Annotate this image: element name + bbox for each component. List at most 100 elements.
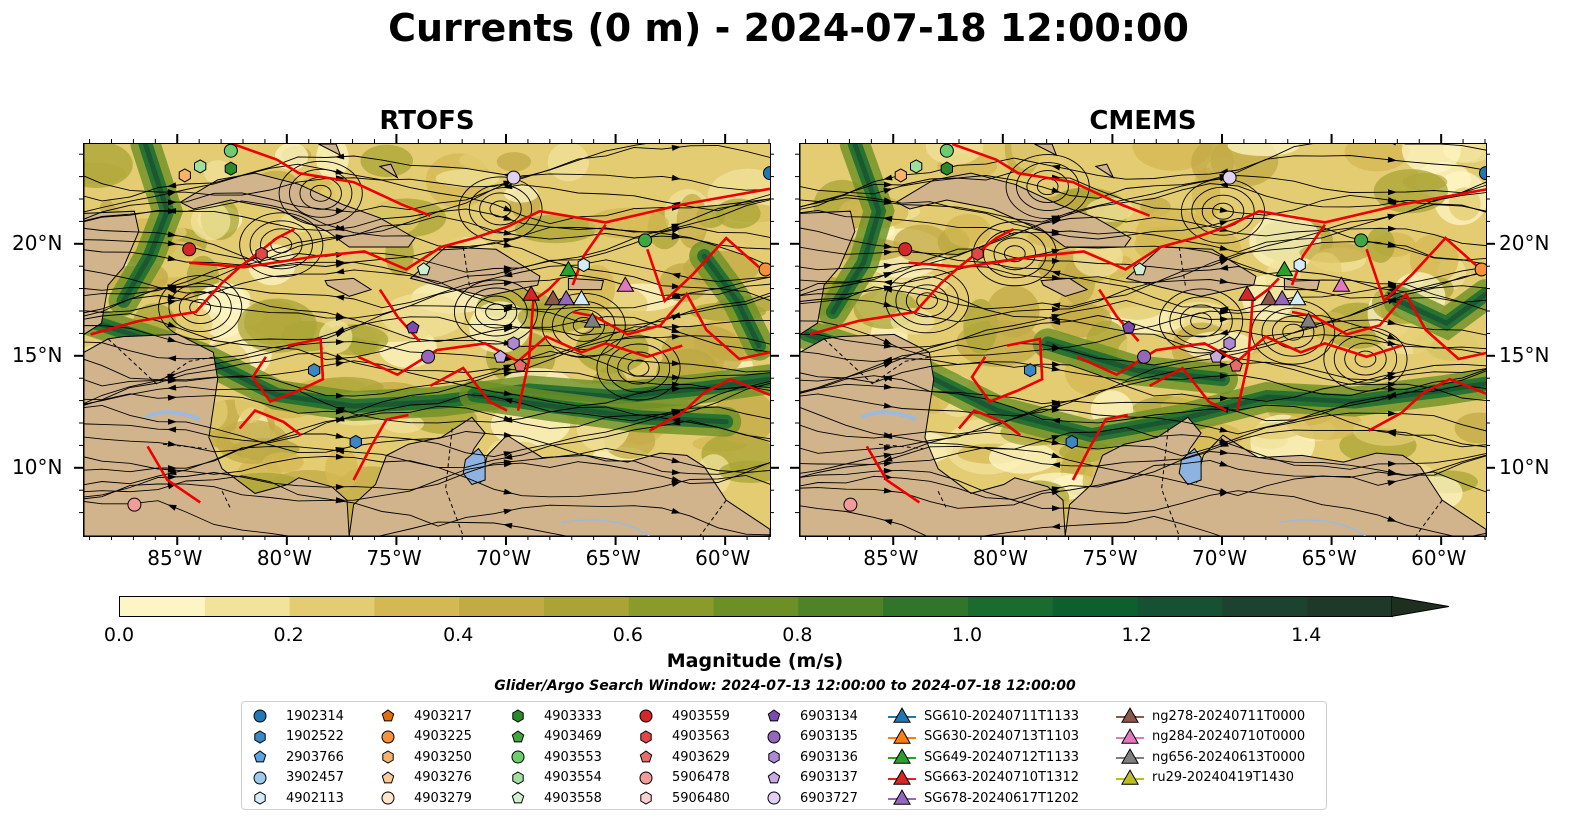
current-band-core — [804, 331, 1486, 438]
eddy-streamline — [189, 299, 212, 316]
legend-marker — [511, 730, 525, 743]
eddy-streamline — [885, 268, 970, 334]
eez-boundary-line — [90, 227, 295, 336]
streamline-arrow — [883, 460, 893, 467]
streamline-arrow — [335, 268, 345, 275]
lon-tick-label: 60°W — [1411, 546, 1467, 570]
map-panel-cmems[interactable] — [799, 143, 1487, 537]
legend-marker-circle — [767, 730, 781, 744]
colorbar-segment — [120, 597, 206, 616]
streamline — [800, 319, 1486, 382]
legend-marker-pentagon — [381, 709, 395, 722]
legend-item: 4903558 — [510, 788, 602, 809]
streamline-arrow — [503, 390, 513, 397]
eddy-streamline — [1005, 154, 1090, 220]
platform-marker — [1222, 170, 1237, 185]
legend-marker — [768, 750, 780, 764]
streamline — [84, 295, 770, 360]
eddy-streamline — [1026, 170, 1069, 204]
streamline — [84, 274, 770, 319]
magnitude-patch — [661, 324, 745, 380]
lat-tick-label: 20°N — [1499, 230, 1550, 255]
streamline-arrow — [335, 331, 345, 338]
streamline-arrow — [1219, 490, 1229, 497]
streamline — [800, 334, 1486, 393]
legend-item: ng656-20240613T0000 — [1116, 747, 1305, 768]
lon-tick-label: 65°W — [585, 546, 641, 570]
eez-boundary-line — [1368, 377, 1486, 432]
streamline — [84, 175, 770, 225]
platform-marker — [1238, 285, 1257, 301]
streamline-arrow — [167, 208, 177, 214]
legend-label: 3902457 — [286, 770, 344, 786]
magnitude-patch — [262, 452, 304, 473]
magnitude-patch — [1227, 144, 1300, 157]
legend-marker — [639, 750, 653, 763]
streamline-arrow — [1387, 156, 1397, 163]
streamline-arrow — [335, 484, 345, 490]
magnitude-patch — [316, 144, 349, 180]
land-bahamas2 — [378, 163, 399, 179]
streamline-arrow — [883, 243, 893, 250]
lon-tick-label: 85°W — [147, 546, 203, 570]
magnitude-patch — [504, 184, 539, 203]
legend-item: 3902457 — [252, 768, 344, 789]
river — [1277, 519, 1366, 536]
legend-marker — [1116, 768, 1144, 785]
legend-item: 5906480 — [638, 788, 730, 809]
platform-marker — [1354, 233, 1369, 248]
legend-marker-circle — [381, 791, 395, 805]
streamline-arrow — [335, 225, 345, 232]
streamline-arrow — [1051, 306, 1061, 313]
legend-label: 4903276 — [414, 770, 472, 786]
eddy-streamline — [485, 303, 507, 321]
platform-marker — [308, 363, 321, 378]
map-panel-rtofs[interactable] — [83, 143, 771, 537]
streamline-arrow — [167, 284, 177, 291]
legend-label: 4903279 — [414, 790, 472, 806]
streamline-arrow — [883, 215, 893, 222]
legend-marker-circle — [511, 750, 525, 764]
legend-marker-hexagon — [254, 791, 266, 805]
streamline — [800, 175, 1486, 223]
legend-column: 4903333 4903469 4903553 4903554 4903558 — [510, 706, 602, 809]
streamline-arrow — [1387, 242, 1397, 248]
legend-marker-hexagon — [512, 771, 524, 785]
legend-marker — [1116, 707, 1144, 723]
legend-marker — [888, 727, 916, 744]
land-jamaica — [324, 277, 373, 297]
figure-title: Currents (0 m) - 2024-07-18 12:00:00 — [388, 6, 1189, 50]
magnitude-patch — [1307, 252, 1342, 289]
legend-label: 1902314 — [286, 708, 344, 724]
colorbar-tick-label: 0.0 — [103, 624, 135, 646]
streamline — [84, 200, 770, 267]
platform-marker — [1223, 336, 1236, 351]
streamline-arrow — [503, 398, 513, 404]
legend-marker — [639, 771, 653, 785]
panel-title-rtofs: RTOFS — [379, 106, 475, 136]
platform-marker — [513, 358, 527, 372]
streamline-arrow — [1051, 417, 1061, 424]
streamline-arrow — [1219, 308, 1229, 315]
streamline-arrow — [503, 323, 513, 330]
streamline-arrow — [1387, 297, 1397, 303]
legend-marker — [639, 709, 653, 723]
streamline-arrow — [671, 374, 681, 381]
streamline-arrow — [671, 333, 681, 340]
eddy-streamline — [1344, 342, 1387, 376]
streamline-arrow — [335, 432, 345, 439]
eddy-streamline — [905, 284, 949, 318]
colorbar-segment — [1222, 597, 1308, 616]
legend-label: 4903558 — [544, 790, 602, 806]
streamline-arrow — [1219, 256, 1229, 263]
streamline — [84, 144, 647, 202]
streamline-arrow — [1388, 280, 1397, 287]
magnitude-patch — [292, 421, 331, 445]
streamline-arrow — [1387, 410, 1397, 417]
lat-tick-label: 10°N — [1499, 454, 1550, 479]
eddy-streamline — [289, 168, 353, 218]
legend-marker-pentagon — [381, 771, 395, 784]
magnitude-patch — [715, 198, 761, 229]
legend-item: 4903333 — [510, 706, 602, 727]
streamline — [800, 361, 1486, 405]
